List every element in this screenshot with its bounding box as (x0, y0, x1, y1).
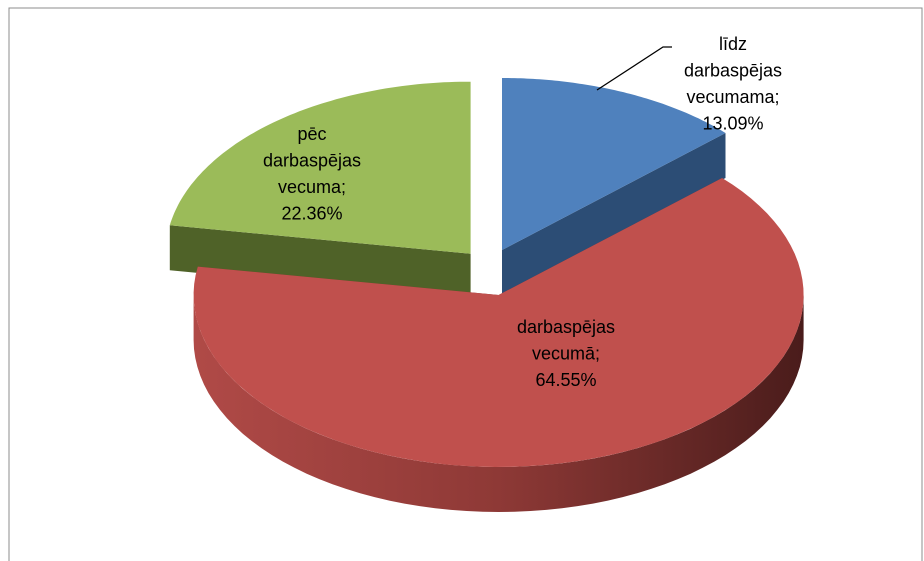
slice-cut-face (502, 133, 726, 295)
pie-slice (502, 78, 726, 250)
slice-category-label: līdz darbaspējas vecumama; (684, 34, 782, 107)
chart-frame (8, 7, 923, 561)
slice-side (193, 295, 804, 512)
leader-line (596, 46, 672, 91)
slice-value-label: 64.55% (535, 370, 596, 390)
pie-slice (193, 178, 804, 467)
pie-slice (169, 81, 471, 254)
slice-category-label: pēc darbaspējas vecuma; (263, 124, 361, 197)
pie (169, 78, 804, 512)
slice-cut-face (169, 225, 471, 299)
slice-category-label: darbaspējas vecumā; (517, 317, 615, 364)
slice-value-label: 13.09% (702, 113, 763, 133)
slice-value-label: 22.36% (281, 203, 342, 223)
